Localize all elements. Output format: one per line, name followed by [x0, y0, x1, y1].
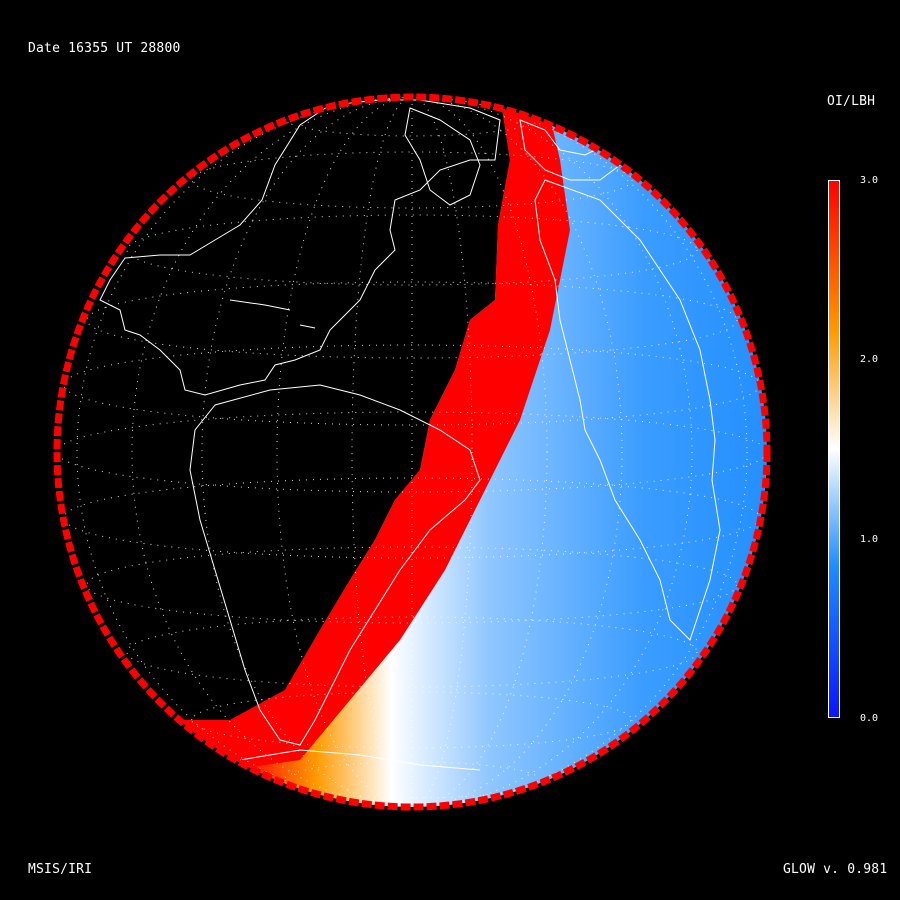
version-label: GLOW v. 0.981 — [783, 862, 888, 877]
date-label: Date 16355 UT 28800 — [28, 41, 181, 56]
model-label: MSIS/IRI — [28, 862, 93, 877]
colorbar-tick-2: 2.0 — [860, 354, 879, 365]
globe-disk — [57, 97, 767, 807]
terminator-band — [180, 97, 570, 770]
colorbar-tick-3: 3.0 — [860, 175, 879, 186]
globe-rim — [53, 93, 771, 811]
colorbar-title: OI/LBH — [827, 94, 876, 109]
coastlines — [99, 99, 721, 771]
colorbar — [828, 180, 840, 718]
colorbar-tick-1: 1.0 — [860, 534, 879, 545]
colorbar-tick-0: 0.0 — [860, 713, 879, 724]
